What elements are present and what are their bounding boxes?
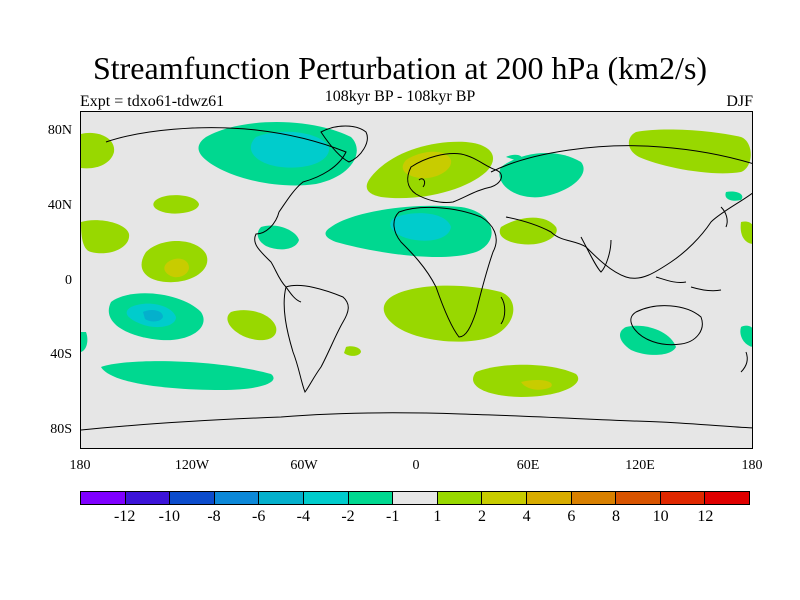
positive-anomalies-strong <box>164 151 552 390</box>
neg-region-west-edge <box>81 332 88 352</box>
x-tick-label: 0 <box>412 458 420 473</box>
colorbar-swatch <box>526 492 572 504</box>
colorbar-label: -12 <box>113 508 136 525</box>
pos-region-north-pacific <box>153 195 199 214</box>
coast-japan <box>720 206 728 228</box>
colorbar-swatch <box>125 492 171 504</box>
coast-uk <box>418 178 426 188</box>
experiment-label: Expt = tdxo61-tdwz61 <box>80 93 225 110</box>
neg-region-caribbean <box>257 225 299 250</box>
colorbar-swatch <box>660 492 706 504</box>
colorbar <box>80 491 750 505</box>
colorbar-label: 4 <box>522 508 531 525</box>
pos-region-north-pacific-w <box>81 220 130 254</box>
colorbar-label: -8 <box>207 508 221 525</box>
colorbar-label: -2 <box>341 508 355 525</box>
coast-australia <box>630 305 703 346</box>
colorbar-swatch <box>81 492 126 504</box>
y-tick-label: 0 <box>65 273 72 288</box>
neg3-region-south-pacific <box>143 309 163 322</box>
neg-region-east-edge <box>740 325 752 347</box>
map-panel <box>80 111 753 449</box>
coast-new-zealand <box>740 351 748 373</box>
coast-south-america <box>283 284 349 393</box>
colorbar-label: -10 <box>158 508 180 525</box>
colorbar-label: -6 <box>251 508 266 525</box>
colorbar-label: 12 <box>697 508 714 525</box>
plot-subtitle: 108kyr BP - 108kyr BP <box>324 88 476 105</box>
neg-region-australia-s <box>619 325 676 355</box>
pos-region-northeast-asia <box>628 129 751 174</box>
colorbar-swatch <box>259 492 304 504</box>
coast-indonesia <box>655 276 722 292</box>
y-tick-label: 40S <box>50 347 72 362</box>
pos-region-southern-indian <box>473 364 579 397</box>
colorbar-label: 6 <box>567 508 576 525</box>
plot-title: Streamfunction Perturbation at 200 hPa (… <box>92 50 708 86</box>
colorbar-label: 8 <box>612 508 620 525</box>
colorbar-label: 10 <box>652 508 669 525</box>
neg-region-tiny <box>506 154 523 162</box>
x-tick-label: 60W <box>290 458 318 473</box>
coast-india <box>580 236 612 273</box>
positive-anomalies <box>81 129 752 397</box>
colorbar-swatch <box>437 492 483 504</box>
x-tick-label: 180 <box>69 458 91 473</box>
pos-region-east-edge <box>740 221 752 244</box>
negative-anomalies-strongest <box>143 309 163 322</box>
x-tick-label: 120E <box>625 458 655 473</box>
colorbar-swatch <box>214 492 260 504</box>
neg-region-east-small <box>725 191 743 201</box>
colorbar-label: 1 <box>433 508 442 525</box>
pos-region-south-atlantic-small <box>344 346 361 356</box>
coast-madagascar <box>500 296 506 325</box>
colorbar-label: -1 <box>385 508 400 525</box>
neg2-region-north-africa <box>390 213 451 241</box>
coast-greenland <box>320 125 368 163</box>
colorbar-swatch <box>170 492 215 504</box>
colorbar-swatch <box>616 492 661 504</box>
coast-antarctica <box>81 412 752 431</box>
colorbar-swatch <box>571 492 617 504</box>
coast-asia <box>490 145 752 279</box>
pos-region-south-atlantic <box>383 285 514 342</box>
pos2-region-indian <box>521 379 552 390</box>
coast-europe <box>407 153 502 203</box>
coastlines <box>81 125 752 431</box>
map-svg <box>81 122 752 431</box>
pos2-region-east-pacific <box>164 258 189 278</box>
y-tick-label: 80N <box>47 123 72 138</box>
pos-region-arctic-w <box>81 132 115 169</box>
neg2-region-north-america <box>250 131 330 168</box>
x-tick-label: 60E <box>516 458 540 473</box>
colorbar-swatch <box>393 492 438 504</box>
coast-north-america <box>105 127 347 303</box>
x-tick-label: 180 <box>741 458 763 473</box>
colorbar-swatch <box>482 492 527 504</box>
x-tick-label: 120W <box>174 458 210 473</box>
neg-region-southern-ocean-pacific <box>101 361 274 390</box>
y-tick-label: 40N <box>47 198 72 213</box>
y-tick-label: 80S <box>50 422 72 437</box>
coast-africa <box>393 206 497 338</box>
neg-region-central-asia <box>499 152 584 198</box>
season-label: DJF <box>726 93 753 110</box>
pos2-region-europe <box>402 151 452 179</box>
colorbar-label: 2 <box>478 508 486 525</box>
colorbar-swatch <box>705 492 749 504</box>
colorbar-label: -4 <box>296 508 310 525</box>
colorbar-swatch <box>348 492 394 504</box>
pos-region-south-pacific-e <box>227 310 277 341</box>
pos-region-middle-east <box>499 217 557 245</box>
colorbar-swatch <box>303 492 349 504</box>
